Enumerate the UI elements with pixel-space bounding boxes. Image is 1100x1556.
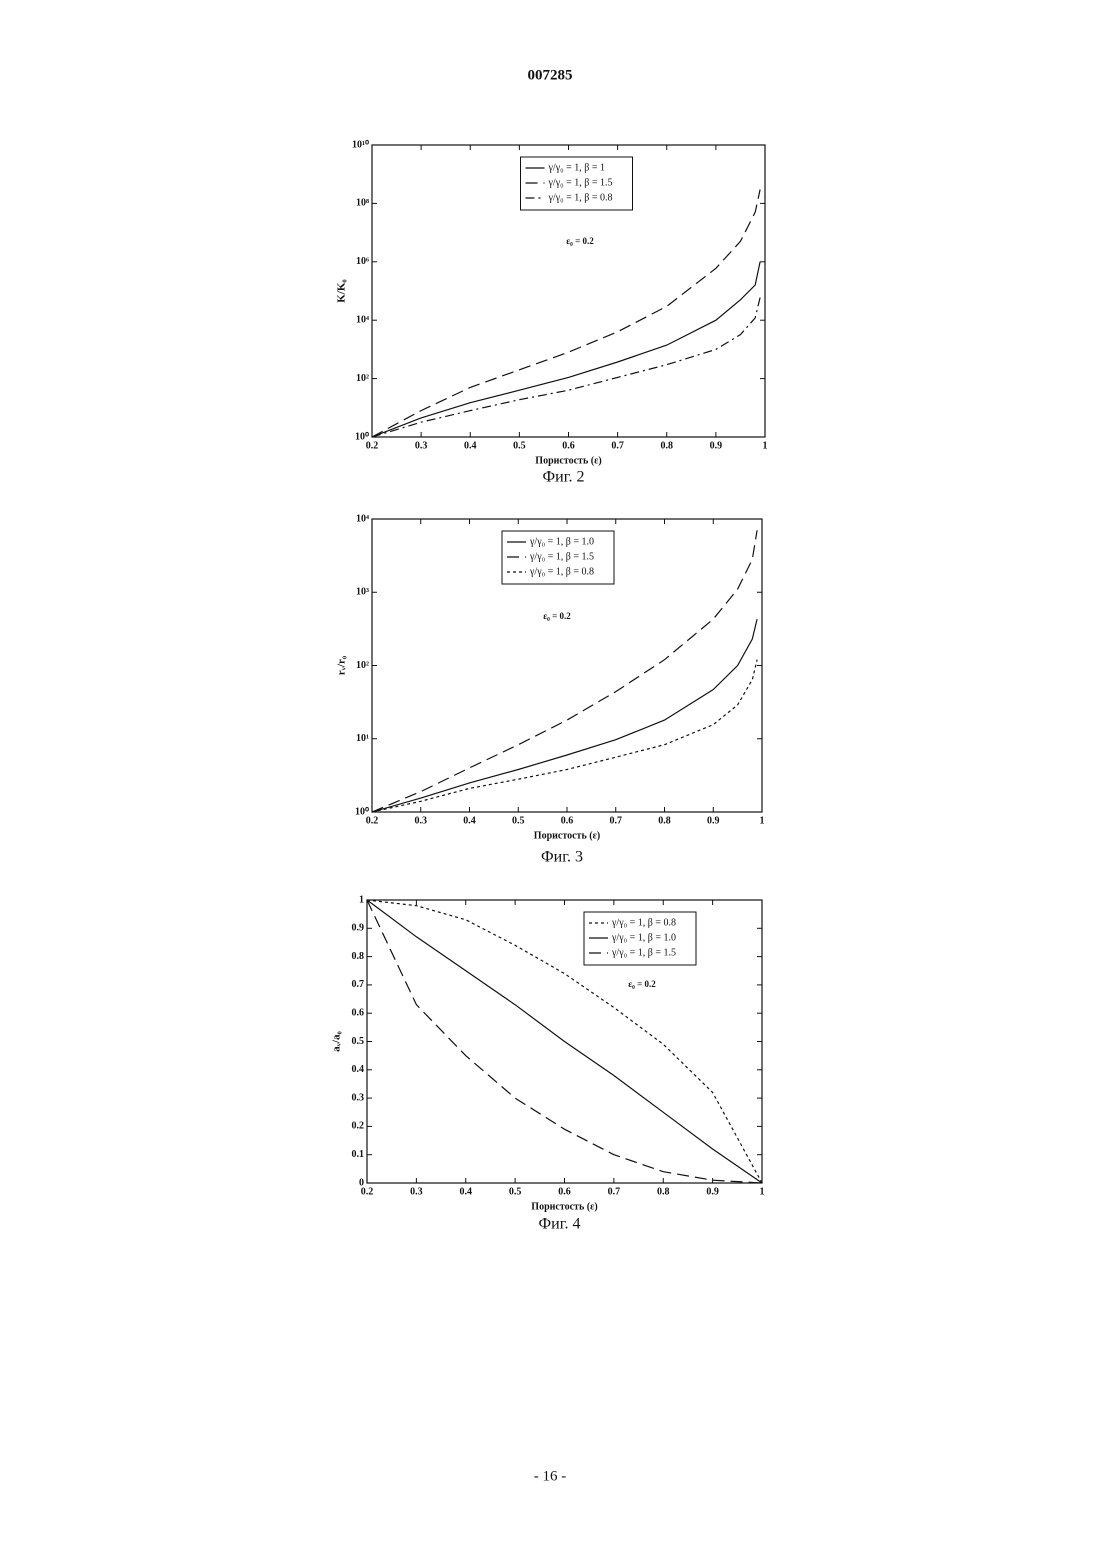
legend-label: γ/γ₀ = 1, β = 1.5 (611, 947, 676, 958)
y-tick-label: 0.5 (352, 1036, 365, 1047)
legend-label: γ/γ₀ = 1, β = 0.8 (548, 192, 613, 203)
y-axis-label: rᵥ/r₀ (336, 655, 348, 675)
x-tick-label: 1 (760, 815, 765, 826)
y-tick-label: 0.4 (352, 1064, 365, 1075)
y-tick-label: 0.2 (352, 1121, 365, 1132)
y-tick-label: 10⁰ (355, 806, 369, 817)
legend-label: γ/γ₀ = 1, β = 1 (548, 162, 605, 173)
y-tick-label: 1 (359, 894, 364, 905)
y-axis-label: K/K₀ (336, 279, 348, 303)
x-tick-label: 0.5 (513, 440, 526, 451)
x-axis-label: Пористость (ε) (531, 1201, 597, 1212)
figure-caption: Фиг. 3 (541, 849, 583, 866)
x-tick-label: 0.8 (658, 815, 671, 826)
legend-label: γ/γ₀ = 1, β = 1.0 (529, 536, 594, 547)
x-tick-label: 0.5 (509, 1186, 522, 1197)
y-tick-label: 10² (356, 373, 369, 384)
x-tick-label: 0.7 (611, 440, 624, 451)
x-tick-label: 1 (763, 440, 768, 451)
x-tick-label: 0.3 (410, 1186, 423, 1197)
y-tick-label: 10³ (356, 587, 369, 598)
y-tick-label: 0.1 (352, 1149, 365, 1160)
y-tick-label: 10⁰ (355, 431, 369, 442)
y-axis-label: aᵥ/a₀ (331, 1030, 343, 1051)
page-number: - 16 - (534, 1468, 567, 1484)
x-tick-label: 0.4 (463, 815, 476, 826)
legend-label: γ/γ₀ = 1, β = 1.5 (548, 177, 613, 188)
y-tick-label: 0.3 (352, 1092, 365, 1103)
x-tick-label: 0.4 (460, 1186, 473, 1197)
y-tick-label: 10⁸ (356, 198, 369, 209)
y-tick-label: 0.9 (352, 923, 365, 934)
legend-label: γ/γ₀ = 1, β = 0.8 (611, 917, 676, 928)
y-tick-label: 10¹ (356, 733, 369, 744)
y-tick-label: 10² (356, 660, 369, 671)
y-tick-label: 10¹⁰ (352, 139, 369, 150)
x-tick-label: 0.9 (706, 1186, 719, 1197)
x-axis-label: Пористость (ε) (535, 455, 601, 466)
annotation: ε₀ = 0.2 (566, 236, 594, 246)
y-tick-label: 10⁶ (356, 256, 369, 267)
header-title: 007285 (528, 67, 573, 83)
y-tick-label: 0.7 (352, 979, 365, 990)
legend-label: γ/γ₀ = 1, β = 1.5 (529, 551, 594, 562)
figure-caption: Фиг. 4 (539, 1216, 581, 1233)
legend-label: γ/γ₀ = 1, β = 0.8 (529, 566, 594, 577)
y-tick-label: 10⁴ (356, 513, 369, 524)
y-tick-label: 0.8 (352, 951, 365, 962)
x-tick-label: 0.9 (710, 440, 723, 451)
page: 007285 - 16 - 0.2 0.3 0.4 0.5 0.6 0.7 0.8 0.9 1 1… (0, 0, 1100, 1556)
x-tick-label: 0.7 (608, 1186, 621, 1197)
y-tick-label: 10⁴ (356, 314, 369, 325)
figure-caption: Фиг. 2 (543, 469, 585, 486)
annotation: ε₀ = 0.2 (628, 979, 656, 989)
annotation: ε₀ = 0.2 (543, 611, 571, 621)
x-tick-label: 0.6 (558, 1186, 571, 1197)
x-tick-label: 0.9 (707, 815, 720, 826)
x-tick-label: 0.7 (610, 815, 623, 826)
x-tick-label: 0.4 (464, 440, 477, 451)
x-tick-label: 0.3 (415, 440, 428, 451)
x-tick-label: 0.5 (512, 815, 525, 826)
y-tick-label: 0.6 (352, 1007, 365, 1018)
x-tick-label: 0.6 (562, 440, 575, 451)
y-tick-label: 0 (359, 1177, 364, 1188)
x-tick-label: 0.8 (661, 440, 674, 451)
x-tick-label: 0.6 (561, 815, 574, 826)
x-axis-label: Пористость (ε) (534, 830, 600, 841)
legend-label: γ/γ₀ = 1, β = 1.0 (611, 932, 676, 943)
x-tick-label: 1 (760, 1186, 765, 1197)
x-tick-label: 0.8 (657, 1186, 670, 1197)
x-tick-label: 0.3 (415, 815, 428, 826)
page-background (0, 0, 1100, 1556)
